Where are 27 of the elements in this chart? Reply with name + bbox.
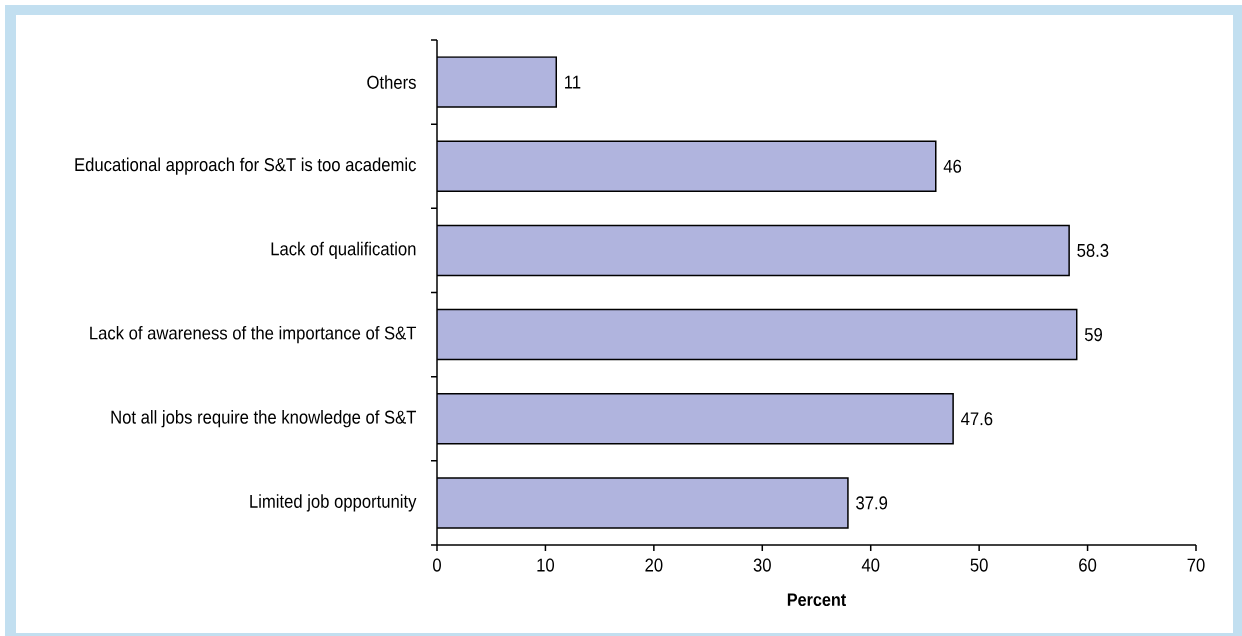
- x-tick-label: 70: [1187, 558, 1205, 572]
- data-label: 11: [565, 75, 581, 89]
- x-tick-label: 60: [1079, 558, 1097, 572]
- y-tick-label: Not all jobs require the knowledge of S&T: [111, 410, 417, 428]
- y-tick-label: Lack of awareness of the importance of S&T: [90, 325, 417, 344]
- x-tick-label: 30: [753, 558, 771, 572]
- y-tick-label: Educational approach for S&T is too academic: [75, 157, 416, 175]
- x-tick-label: 50: [970, 558, 988, 572]
- bar: [437, 308, 1078, 361]
- data-label: 58.3: [1077, 243, 1109, 257]
- bar: [437, 393, 954, 445]
- data-label: 37.9: [856, 496, 888, 510]
- y-tick-label: Limited job opportunity: [250, 494, 417, 512]
- y-tick-label: Lack of qualification: [271, 241, 416, 260]
- data-label: 46: [943, 159, 962, 173]
- bar: [437, 56, 558, 108]
- x-tick-label: 20: [645, 558, 663, 572]
- bar: [437, 140, 937, 192]
- x-tick-label: 0: [433, 558, 441, 572]
- data-label: 47.6: [961, 412, 993, 426]
- bar: [437, 477, 849, 529]
- bar: [437, 224, 1070, 277]
- data-label: 59: [1084, 328, 1102, 342]
- x-tick-label: 10: [537, 558, 555, 572]
- x-axis-title: Percent: [787, 593, 846, 607]
- x-tick-label: 40: [861, 558, 880, 572]
- y-tick-label: Others: [367, 75, 416, 89]
